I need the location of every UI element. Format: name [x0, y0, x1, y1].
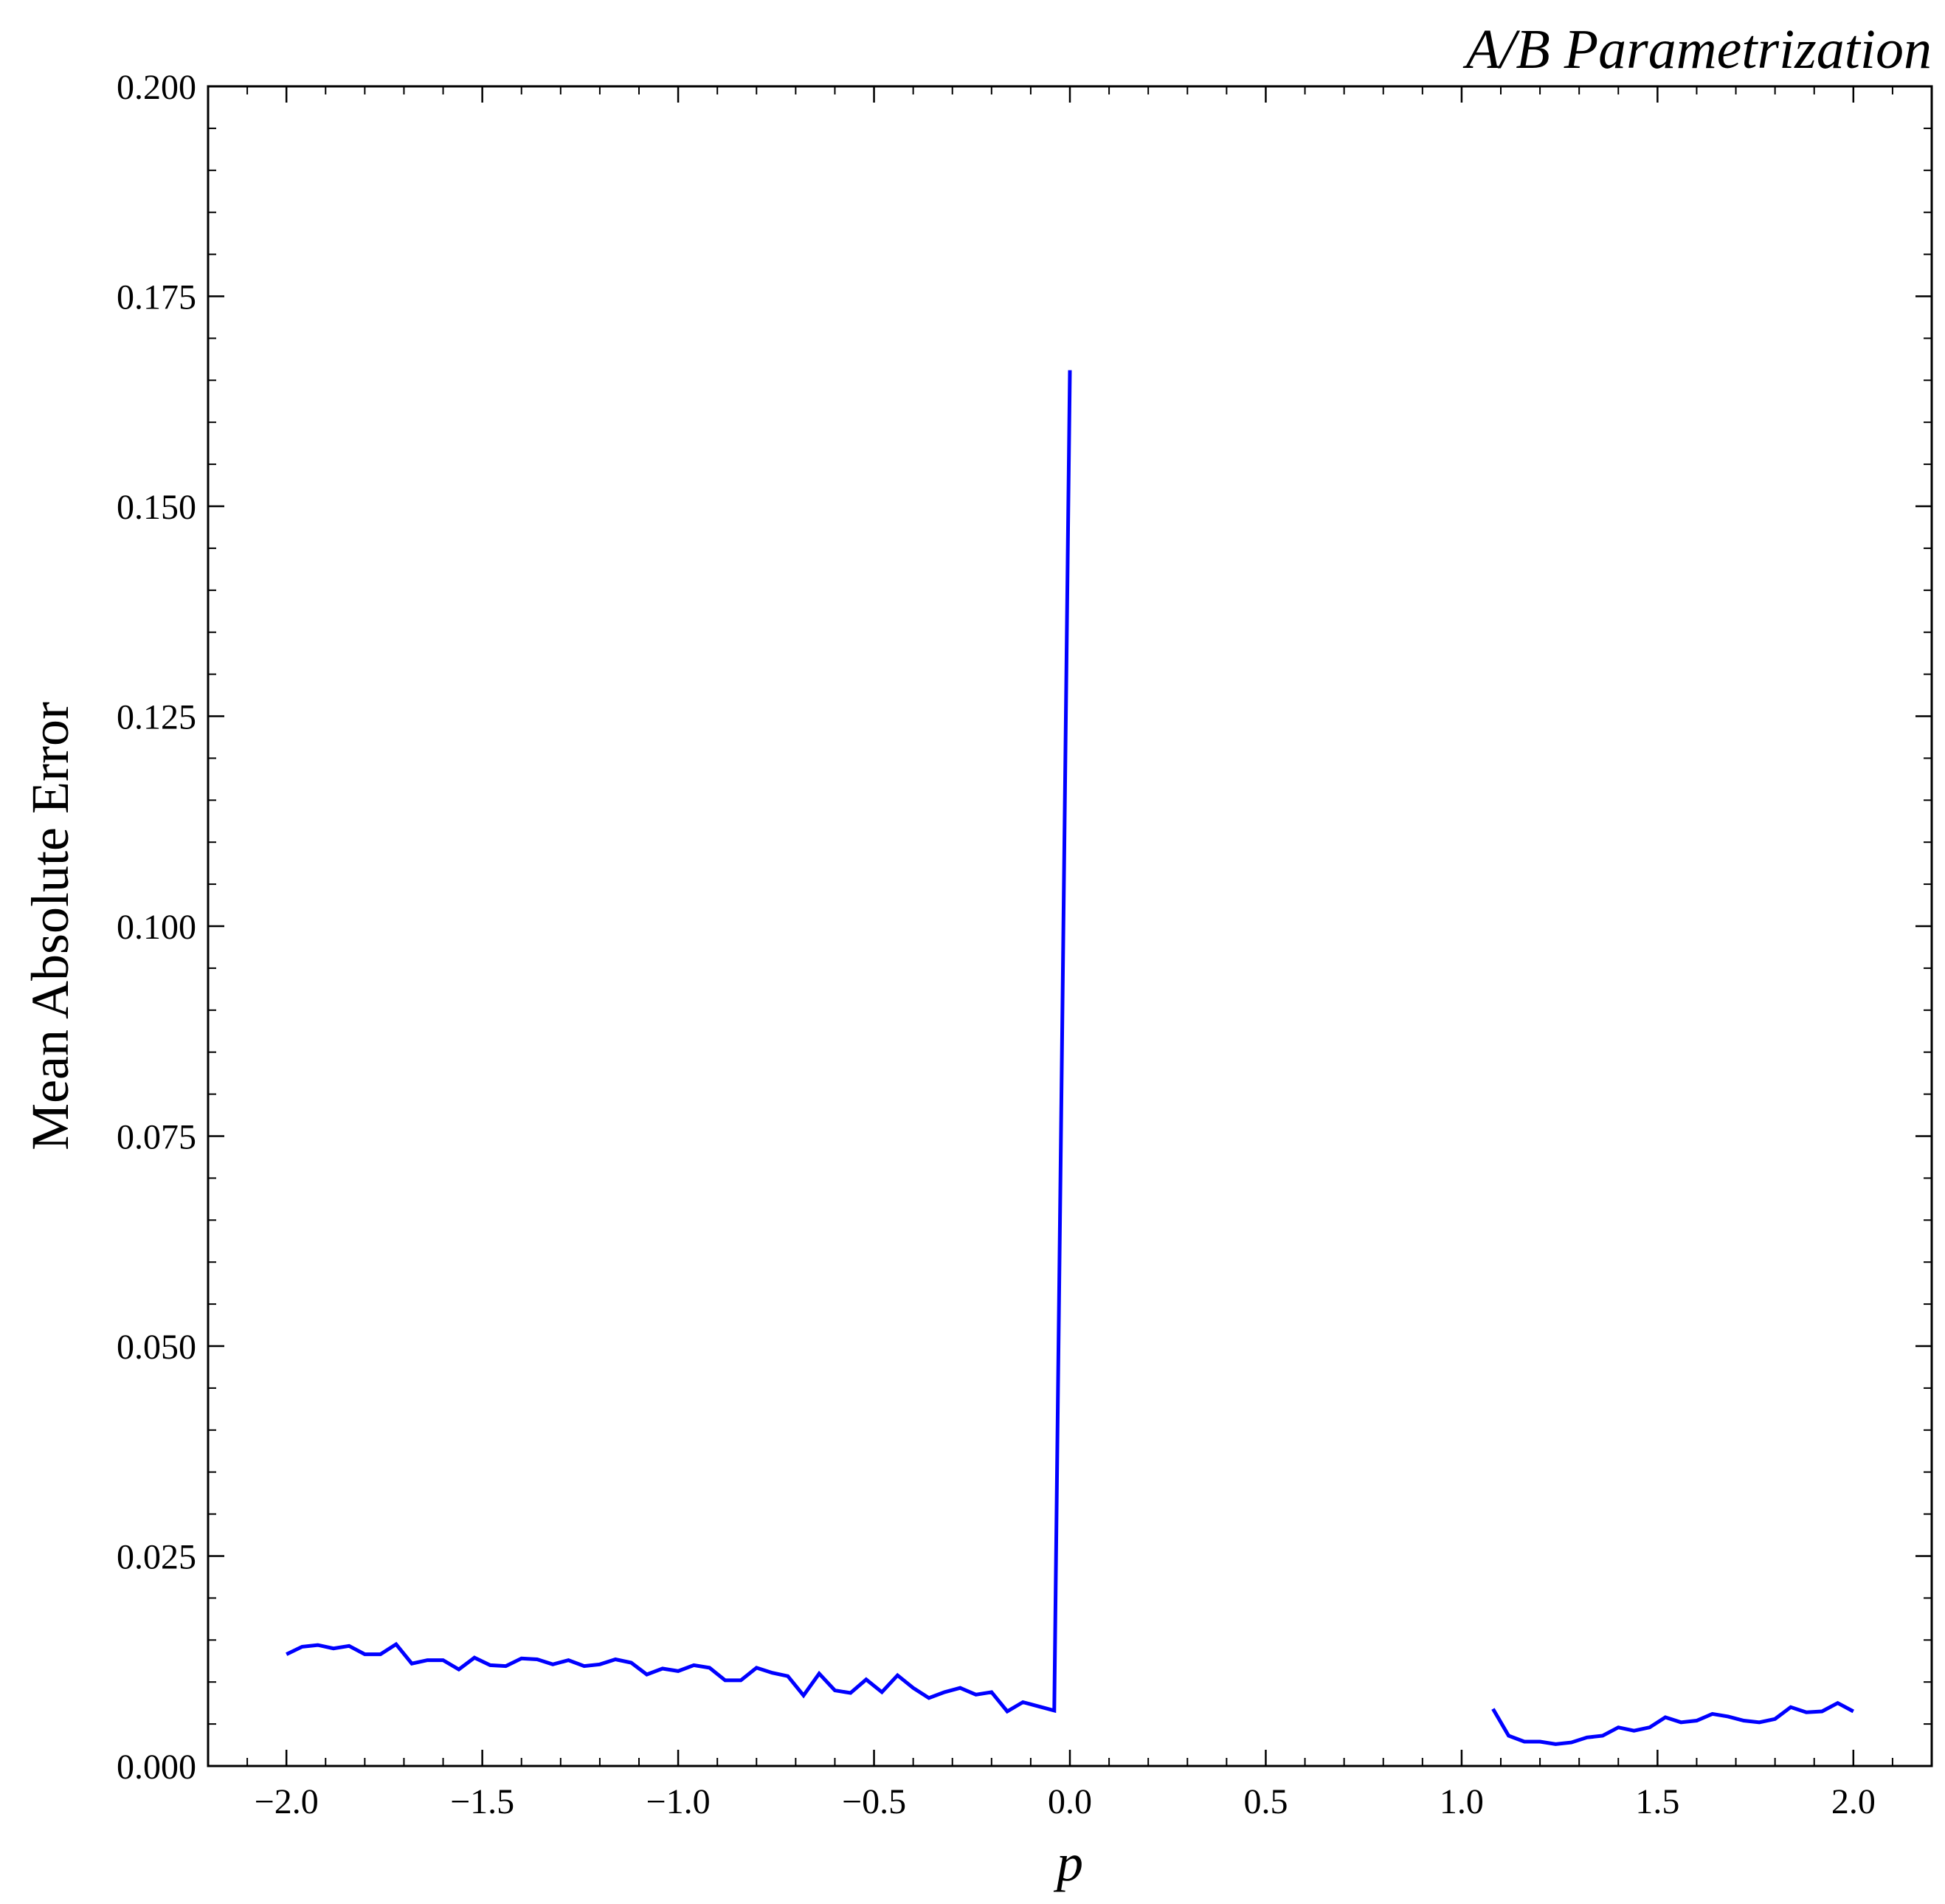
x-tick-label: −2.0	[255, 1782, 319, 1821]
y-tick-label: 0.125	[117, 698, 196, 737]
x-tick-label: 1.0	[1440, 1782, 1484, 1821]
series-layer	[286, 370, 1854, 1746]
y-tick-label: 0.075	[117, 1118, 196, 1157]
y-tick-label: 0.100	[117, 908, 196, 947]
y-tick-label: 0.175	[117, 278, 196, 317]
y-tick-label: 0.150	[117, 488, 196, 527]
tick-labels: −2.0 −1.5 −1.0 −0.5 0.0 0.5 1.0 1.5 2.0 0.000 0.02…	[117, 68, 1876, 1821]
x-tick-label: 2.0	[1831, 1782, 1876, 1821]
y-tick-label: 0.025	[117, 1538, 196, 1577]
x-tick-label: −0.5	[842, 1782, 906, 1821]
series-line-segment	[1491, 1700, 1854, 1746]
series-line-segment	[286, 370, 1072, 1714]
x-tick-label: −1.0	[646, 1782, 711, 1821]
x-axis-label: p	[1053, 1833, 1083, 1892]
y-axis-label: Mean Absolute Error	[21, 702, 80, 1151]
x-tick-label: 1.5	[1635, 1782, 1679, 1821]
x-tick-label: −1.5	[450, 1782, 514, 1821]
plot-frame	[207, 85, 1933, 1767]
axis-ticks	[207, 85, 1932, 1767]
y-tick-label: 0.050	[117, 1328, 196, 1367]
x-tick-label: 0.0	[1048, 1782, 1092, 1821]
x-tick-label: 0.5	[1243, 1782, 1288, 1821]
y-tick-label: 0.000	[117, 1748, 196, 1787]
y-tick-label: 0.200	[117, 68, 196, 107]
chart-title: A/B Parametrization	[1462, 18, 1932, 80]
